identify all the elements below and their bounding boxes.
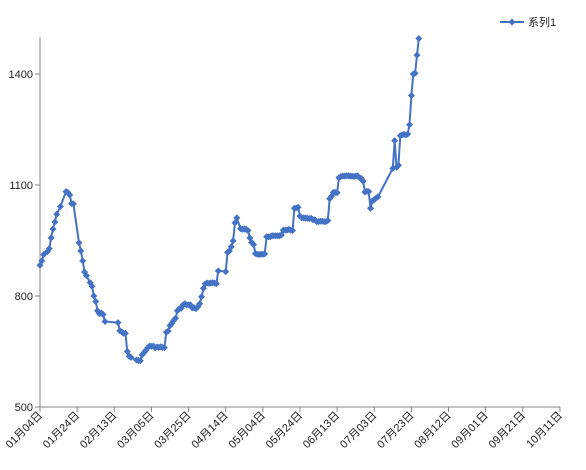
data-point [214,267,222,275]
data-point [415,34,423,42]
data-point [394,161,402,169]
x-tick-label: 06月13日 [301,410,342,451]
data-point [404,130,412,138]
data-point [69,200,77,208]
x-tick-label: 09月21日 [487,410,528,451]
data-point [51,218,59,226]
data-point [333,189,341,197]
y-tick-label: 1100 [9,180,33,192]
data-point [289,227,297,235]
x-tick-label: 05月04日 [227,410,268,451]
data-point [227,243,235,251]
data-point [47,234,55,242]
x-tick-label: 07月23日 [375,410,416,451]
x-tick-label: 01月04日 [4,410,45,451]
data-point [374,193,382,201]
data-point [391,137,399,145]
data-point [49,225,57,233]
data-point [136,357,144,365]
data-point [222,268,230,276]
y-tick-label: 1400 [9,69,33,81]
x-tick-label: 09月01日 [449,410,490,451]
legend-label: 系列1 [528,15,556,29]
data-point [164,327,172,335]
x-tick-label: 07月03日 [338,410,379,451]
data-point [121,329,129,337]
legend: 系列1 [500,15,556,29]
x-tick-label: 03月25日 [152,410,193,451]
data-point [160,344,168,352]
data-point [294,203,302,211]
x-tick-label: 08月12日 [412,410,453,451]
data-point [88,282,96,290]
data-point [196,300,204,308]
x-tick-label: 02月13日 [78,410,119,451]
data-point [250,241,258,249]
data-point [99,311,107,318]
data-point [101,318,109,326]
data-point [79,257,87,265]
x-tick-label: 04月14日 [189,410,230,451]
x-tick-label: 01月24日 [41,410,82,451]
x-tick-label: 03月05日 [115,410,156,451]
data-point [123,348,131,355]
data-point [411,69,419,77]
data-point [406,121,414,129]
data-point [367,204,375,212]
data-point [38,257,46,265]
data-point [198,293,206,301]
data-point [229,237,237,245]
data-point [127,353,135,361]
x-tick-label: 05月24日 [264,410,305,451]
data-point [45,245,53,253]
data-point [82,272,90,280]
data-point [92,298,100,306]
data-point [261,250,269,258]
axes: 500 800 1100 1400 01月04日01月24日02月13日03月05日03… [4,37,565,451]
data-point [172,314,180,322]
series-layer [36,34,423,365]
data-point [77,247,85,255]
data-point [66,191,74,199]
legend-marker [508,18,516,26]
data-point [53,210,61,218]
data-point [365,188,373,196]
y-tick-label: 800 [15,291,33,303]
x-tick-label: 10月11日 [524,410,565,451]
data-point [90,292,98,300]
data-point [56,202,64,210]
data-point [75,239,83,247]
y-tick-label: 500 [15,402,33,414]
data-point [244,227,252,235]
data-point [407,91,415,99]
data-point [233,214,241,222]
data-point [413,51,421,59]
data-point [324,217,332,225]
data-point [359,177,367,185]
data-point [114,319,122,327]
data-point [212,280,220,288]
